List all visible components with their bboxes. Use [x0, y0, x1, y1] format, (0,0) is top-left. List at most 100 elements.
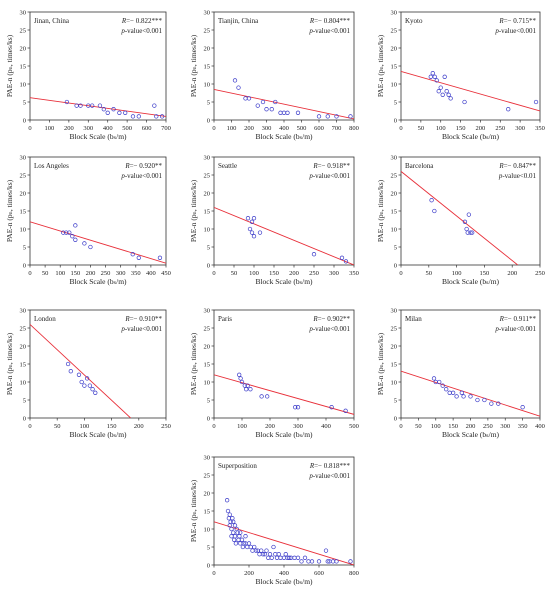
data-point	[226, 516, 232, 521]
data-point	[236, 85, 241, 90]
y-tick-label: 20	[204, 45, 211, 52]
data-point	[65, 361, 71, 367]
x-tick-label: 250	[495, 125, 505, 132]
r-value: R=− 0.847**	[498, 162, 536, 170]
y-tick-label: 20	[204, 490, 211, 497]
data-point	[464, 226, 469, 232]
data-point	[496, 401, 501, 406]
y-tick-label: 15	[20, 208, 27, 215]
fit-line	[30, 221, 166, 264]
x-tick-label: 500	[297, 125, 307, 132]
x-tick-label: 300	[329, 270, 339, 277]
y-tick-label: 5	[23, 397, 26, 404]
fit-line	[214, 88, 354, 120]
x-tick-label: 100	[237, 423, 247, 430]
y-tick-label: 25	[391, 27, 398, 34]
y-tick-label: 15	[204, 208, 211, 215]
x-tick-label: 350	[131, 270, 141, 277]
data-point	[520, 405, 525, 410]
data-point	[117, 110, 122, 115]
data-point	[325, 559, 330, 564]
y-tick-label: 5	[207, 244, 210, 251]
r-value: R=− 0.822***	[121, 17, 163, 25]
x-tick-label: 150	[107, 423, 117, 430]
data-point	[260, 552, 266, 557]
p-value: p-value<0.001	[308, 325, 350, 333]
y-tick-label: 5	[394, 99, 397, 106]
data-point	[238, 530, 243, 535]
x-tick-label: 400	[279, 125, 289, 132]
data-point	[461, 394, 466, 399]
data-point	[242, 383, 247, 388]
x-tick-label: 100	[249, 270, 259, 277]
r-value-sym: R	[498, 162, 504, 170]
r-value-sym: R	[309, 462, 315, 470]
p-value-rest: -value<0.001	[313, 27, 351, 35]
data-point	[243, 96, 248, 101]
p-value-sym: p	[494, 325, 499, 333]
x-axis-label: Block Scale (bₛ/m)	[255, 277, 313, 286]
x-tick-label: 0	[399, 125, 402, 132]
data-point	[440, 92, 445, 97]
data-point	[231, 519, 236, 524]
x-tick-label: 250	[483, 423, 493, 430]
y-tick-label: 25	[20, 325, 27, 332]
data-point	[231, 537, 237, 542]
data-point	[255, 103, 260, 108]
fit-line	[214, 374, 354, 415]
y-tick-label: 25	[391, 172, 398, 179]
panel-title: Barcelona	[405, 162, 434, 170]
y-tick-label: 15	[20, 361, 27, 368]
panel-6: 0 5 10 15 20 25 30 0 50 100 150 200 250 Block Scale (…	[376, 154, 545, 286]
x-tick-label: 50	[231, 270, 238, 277]
y-tick-label: 0	[207, 415, 210, 422]
data-point	[238, 541, 243, 546]
r-value-rest: =− 0.911**	[504, 315, 537, 323]
data-point	[232, 534, 238, 539]
data-point	[93, 390, 98, 395]
y-tick-label: 25	[20, 172, 27, 179]
data-point	[278, 110, 283, 115]
p-value: p-value<0.001	[120, 325, 162, 333]
data-point	[154, 114, 159, 119]
x-tick-label: 200	[86, 270, 96, 277]
y-tick-label: 0	[394, 117, 397, 124]
p-value: p-value<0.001	[494, 325, 536, 333]
y-tick-label: 15	[204, 508, 211, 515]
x-tick-label: 800	[349, 125, 359, 132]
data-point	[246, 541, 252, 546]
y-tick-label: 20	[391, 343, 398, 350]
fit-line	[30, 324, 131, 418]
y-tick-label: 0	[394, 262, 397, 269]
data-point	[299, 559, 304, 564]
x-tick-label: 250	[161, 423, 171, 430]
y-tick-label: 20	[391, 45, 398, 52]
x-tick-label: 700	[161, 125, 171, 132]
data-point	[295, 555, 301, 560]
x-tick-label: 800	[349, 570, 359, 577]
data-point	[432, 208, 437, 214]
data-point	[442, 74, 447, 79]
p-value-sym: p	[498, 172, 503, 180]
panel-title: Los Angeles	[34, 162, 69, 170]
data-point	[329, 405, 334, 410]
data-point	[323, 548, 329, 553]
panel-title: Superposition	[218, 462, 257, 470]
y-tick-label: 5	[207, 544, 210, 551]
data-point	[257, 552, 262, 557]
data-point	[316, 114, 322, 119]
data-point	[295, 110, 301, 115]
y-axis-label: PAE-n (pₙ, times/ks)	[376, 34, 385, 97]
data-point	[259, 394, 264, 399]
x-tick-label: 300	[515, 125, 525, 132]
data-point	[237, 534, 242, 539]
y-tick-label: 10	[391, 81, 398, 88]
r-value: R=− 0.818***	[309, 462, 351, 470]
r-value-sym: R	[312, 315, 318, 323]
data-point	[105, 110, 110, 115]
y-tick-label: 25	[204, 325, 211, 332]
